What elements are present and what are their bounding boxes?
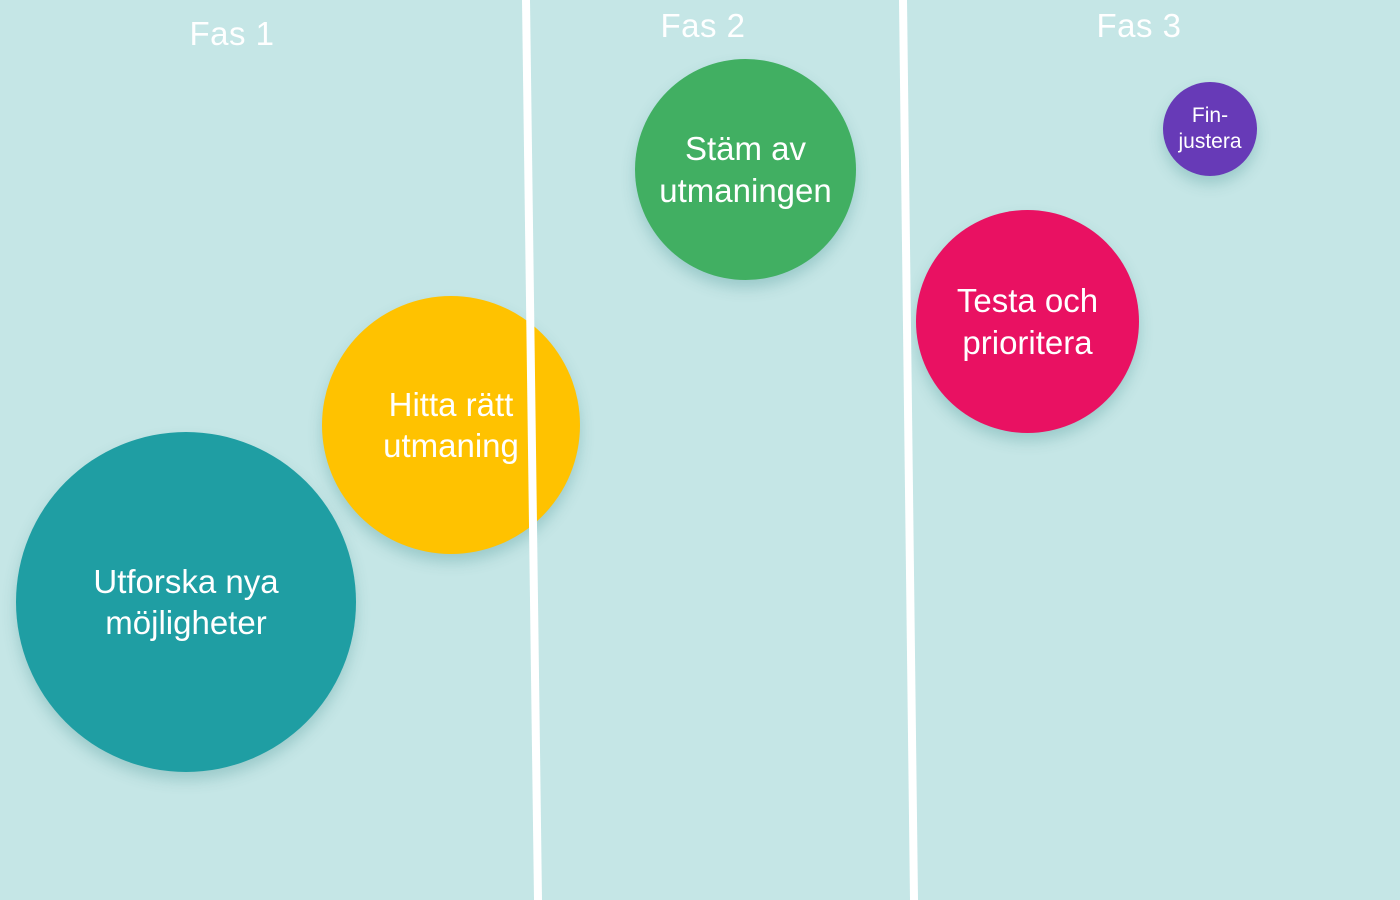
divider-line-2-3 [899,0,918,900]
phase-label-2: Fas 2 [660,7,746,44]
bubble-label-line1: Hitta rätt [388,385,514,423]
bubble-stam-av-utmaningen: Stäm av utmaningen [635,59,856,280]
bubble-label-line1: Utforska nya [93,562,279,600]
bubble-testa-och-prioritera: Testa och prioritera [916,210,1139,433]
bubble-hitta-ratt-utmaning: Hitta rätt utmaning [322,296,580,554]
bubble-label-line2: justera [1178,130,1242,153]
bubble-finjustera: Fin- justera [1163,82,1257,176]
bubble-label-line2: möjligheter [105,604,267,641]
bubble-label-line2: utmaning [383,427,519,464]
bubble-label-line2: utmaningen [659,171,832,209]
bubble-label-line1: Fin- [1191,103,1229,127]
bubble-label-line2: prioritera [962,323,1093,361]
bubble-label-line1: Stäm av [684,130,807,168]
bubble-label-line1: Testa och [956,282,1099,320]
bubble-utforska-nya-mojligheter: Utforska nya möjligheter [16,432,356,772]
phase-label-3: Fas 3 [1096,7,1182,44]
phase-label-1: Fas 1 [189,15,275,52]
